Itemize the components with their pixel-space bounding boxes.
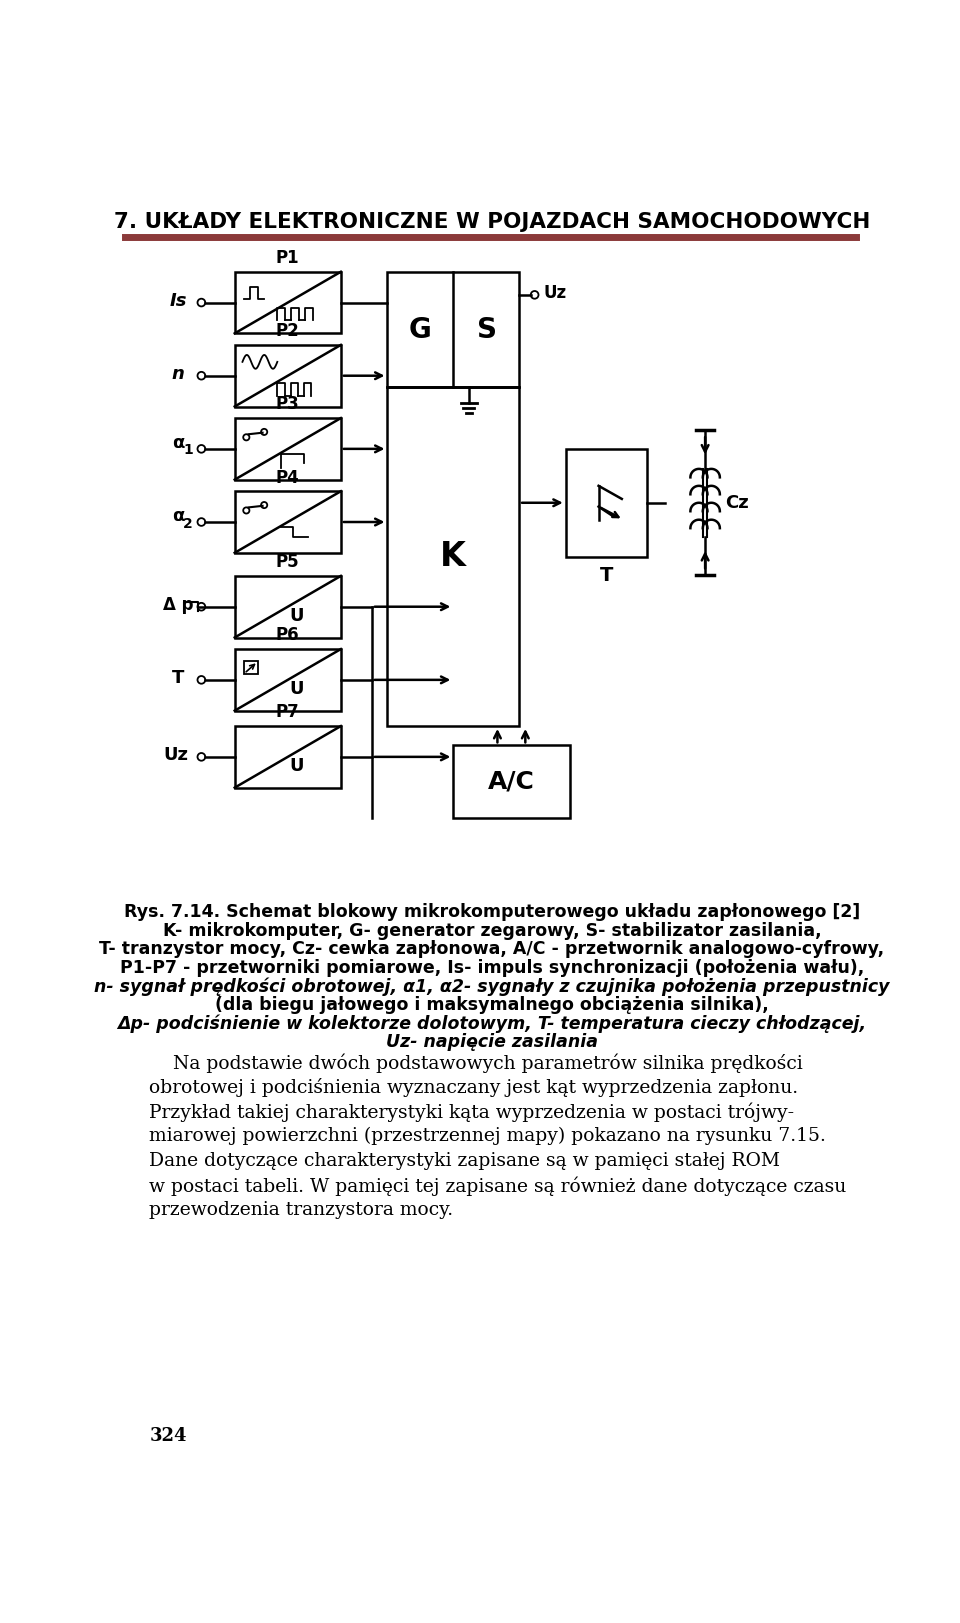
Text: P2: P2 — [276, 323, 300, 341]
Text: 2: 2 — [183, 516, 193, 531]
Text: Dane dotyczące charakterystyki zapisane są w pamięci stałej ROM: Dane dotyczące charakterystyki zapisane … — [150, 1152, 780, 1170]
Text: n: n — [172, 365, 184, 383]
Text: U: U — [290, 756, 304, 776]
Text: U: U — [290, 607, 304, 625]
Text: 324: 324 — [150, 1427, 187, 1444]
Text: A/C: A/C — [488, 769, 535, 794]
Text: T: T — [172, 669, 184, 687]
Text: Δ p: Δ p — [163, 596, 193, 613]
Text: Cz: Cz — [725, 493, 749, 511]
Text: P1: P1 — [276, 250, 300, 268]
Text: P5: P5 — [276, 553, 300, 571]
Text: Uz: Uz — [163, 747, 188, 764]
Text: K: K — [441, 540, 467, 573]
Text: Is: Is — [169, 292, 187, 310]
Text: G: G — [409, 315, 431, 344]
Text: w postaci tabeli. W pamięci tej zapisane są również dane dotyczące czasu: w postaci tabeli. W pamięci tej zapisane… — [150, 1177, 847, 1196]
Text: miarowej powierzchni (przestrzennej mapy) pokazano na rysunku 7.15.: miarowej powierzchni (przestrzennej mapy… — [150, 1128, 827, 1146]
Text: przewodzenia tranzystora mocy.: przewodzenia tranzystora mocy. — [150, 1201, 453, 1219]
Text: 1: 1 — [183, 443, 193, 458]
Text: T- tranzystor mocy, Cz- cewka zapłonowa, A/C - przetwornik analogowo-cyfrowy,: T- tranzystor mocy, Cz- cewka zapłonowa,… — [100, 940, 884, 958]
Text: P3: P3 — [276, 396, 300, 414]
Text: Uz: Uz — [544, 284, 567, 302]
Text: T: T — [600, 566, 613, 584]
Text: P7: P7 — [276, 703, 300, 722]
Text: K- mikrokomputer, G- generator zegarowy, S- stabilizator zasilania,: K- mikrokomputer, G- generator zegarowy,… — [162, 922, 822, 940]
Text: α: α — [172, 506, 184, 524]
Text: 7. UKŁADY ELEKTRONICZNE W POJAZDACH SAMOCHODOWYCH: 7. UKŁADY ELEKTRONICZNE W POJAZDACH SAMO… — [114, 211, 870, 232]
Text: S: S — [476, 315, 496, 344]
Text: Na podstawie dwóch podstawowych parametrów silnika prędkości: Na podstawie dwóch podstawowych parametr… — [150, 1053, 804, 1073]
Text: U: U — [290, 680, 304, 698]
Text: P1-P7 - przetworniki pomiarowe, Is- impuls synchronizacji (położenia wału),: P1-P7 - przetworniki pomiarowe, Is- impu… — [120, 959, 864, 977]
Text: Δp- podciśnienie w kolektorze dolotowym, T- temperatura cieczy chłodzącej,: Δp- podciśnienie w kolektorze dolotowym,… — [117, 1014, 867, 1032]
Text: obrotowej i podciśnienia wyznaczany jest kąt wyprzedzenia zapłonu.: obrotowej i podciśnienia wyznaczany jest… — [150, 1078, 799, 1097]
Text: Rys. 7.14. Schemat blokowy mikrokomputerowego układu zapłonowego [2]: Rys. 7.14. Schemat blokowy mikrokomputer… — [124, 902, 860, 922]
Text: P4: P4 — [276, 469, 300, 487]
Text: Przykład takiej charakterystyki kąta wyprzedzenia w postaci trójwy-: Przykład takiej charakterystyki kąta wyp… — [150, 1102, 795, 1121]
Text: α: α — [172, 433, 184, 451]
Text: Uz- napięcie zasilania: Uz- napięcie zasilania — [386, 1032, 598, 1050]
Text: n- sygnał prędkości obrotowej, α1, α2- sygnały z czujnika położenia przepustnicy: n- sygnał prędkości obrotowej, α1, α2- s… — [94, 977, 890, 995]
Text: (dla biegu jałowego i maksymalnego obciążenia silnika),: (dla biegu jałowego i maksymalnego obcią… — [215, 995, 769, 1013]
Text: P6: P6 — [276, 626, 300, 644]
